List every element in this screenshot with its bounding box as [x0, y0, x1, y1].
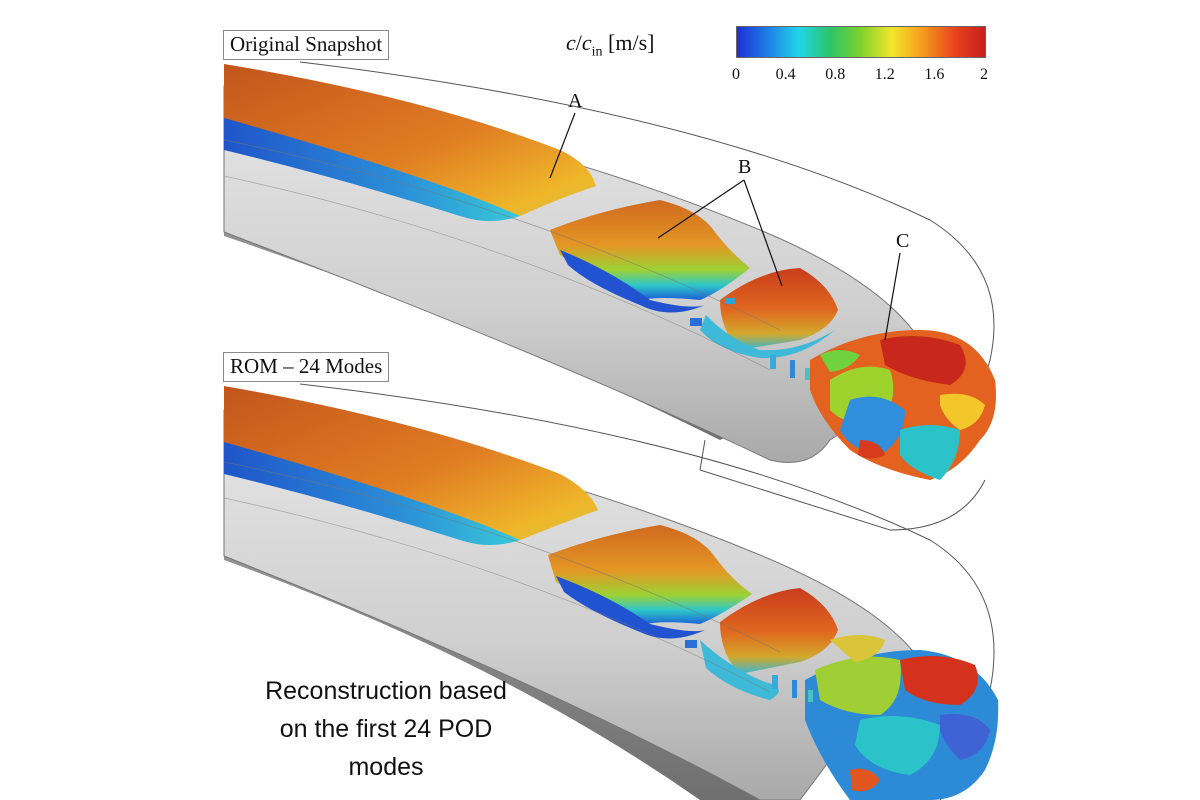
colorbar-tick-label: 0.8 [825, 66, 846, 83]
bottom-panel-scene [223, 383, 999, 800]
vortex-slab-b2-bottom [720, 588, 838, 674]
callout-a: A [568, 90, 583, 112]
top-panel-scene [223, 61, 996, 531]
turbulent-wake-top [810, 330, 996, 480]
colorbar [736, 26, 986, 58]
colorbar-title-var2: c [581, 30, 592, 55]
caption-line-2: on the first 24 POD [279, 715, 493, 743]
vortex-slab-b1-base-top [560, 250, 705, 313]
vortex-filaments-bottom [685, 640, 813, 702]
colorbar-tick-label: 1.2 [874, 66, 895, 83]
caption-line-1: Reconstruction based [265, 677, 507, 705]
colorbar-tick-label: 0.4 [775, 66, 796, 83]
callout-c: C [896, 230, 910, 252]
panel-label-original: Original Snapshot [223, 30, 390, 60]
vortex-slab-b2-top [720, 268, 838, 350]
colorbar-title: c/cin [m/s] [566, 30, 655, 60]
caption: Reconstruction based on the first 24 POD… [226, 672, 546, 786]
vortex-slab-b1-base-bottom [556, 576, 705, 639]
colorbar-title-sub: in [591, 44, 603, 60]
turbulent-wake-bottom [805, 635, 999, 800]
colorbar-title-sep: / [575, 30, 582, 55]
panel-label-rom: ROM – 24 Modes [223, 352, 390, 382]
caption-line-3: modes [348, 753, 424, 781]
vortex-slab-a-bottom [224, 386, 598, 540]
callout-lines [549, 112, 901, 341]
colorbar-tick-label: 1.6 [924, 66, 945, 83]
vortex-slab-a-top [224, 64, 596, 216]
colorbar-title-var: c [566, 30, 576, 55]
colorbar-tick-label: 2 [980, 66, 988, 83]
vortex-slab-b2-base-top [700, 315, 835, 359]
vortex-filaments-top [690, 298, 810, 380]
callout-b: B [738, 156, 752, 178]
colorbar-tick-label: 0 [732, 66, 740, 83]
colorbar-title-units: [m/s] [602, 30, 655, 55]
vortex-slab-b2-base-bottom [700, 640, 779, 700]
